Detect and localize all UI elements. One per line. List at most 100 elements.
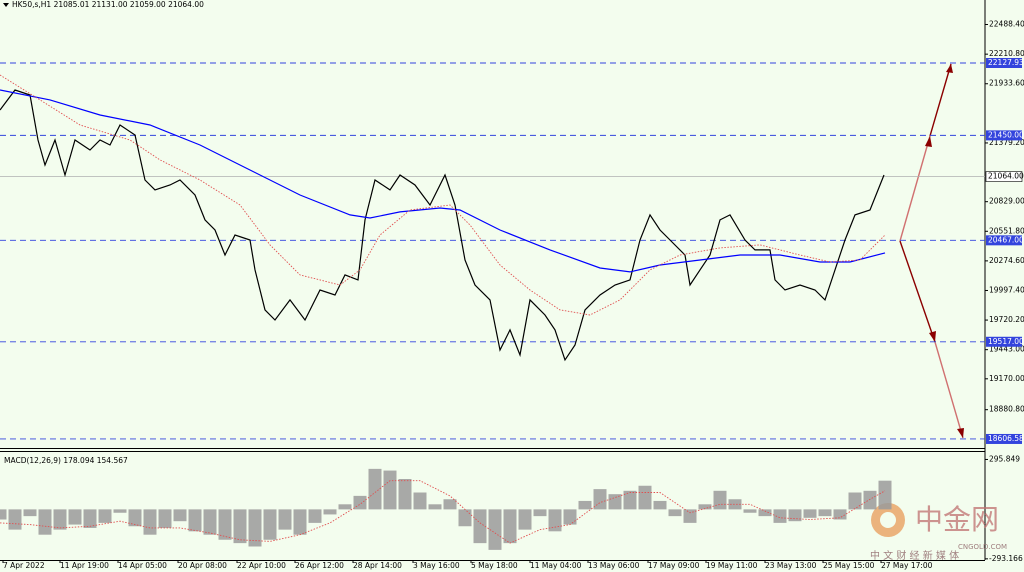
arrow-head (929, 331, 936, 342)
macd-bar (338, 504, 352, 510)
level-label-box (986, 235, 1022, 246)
y-tick-label: 21379.20 (989, 138, 1024, 147)
arrow-head (946, 64, 953, 73)
macd-bar (473, 509, 487, 544)
x-tick-label: 20 Apr 08:00 (178, 561, 227, 570)
level-label-box (986, 130, 1022, 141)
macd-bar (353, 495, 367, 510)
x-tick-label: 14 Apr 05:00 (118, 561, 167, 570)
arrow-segment (899, 135, 931, 242)
macd-bar (503, 509, 517, 544)
macd-bar (113, 509, 127, 513)
x-tick-label: 7 Apr 2022 (3, 561, 45, 570)
x-tick-label: 19 May 11:00 (706, 561, 758, 570)
macd-bar (23, 509, 37, 517)
x-tick-label: 27 May 17:00 (881, 561, 933, 570)
macd-bar (668, 509, 682, 517)
arrow-segment (929, 63, 952, 137)
watermark-logo (880, 512, 896, 528)
macd-bar (713, 490, 727, 510)
level-label-box (986, 433, 1022, 444)
last-price-label: 21064.00 (988, 172, 1024, 181)
macd-bar (233, 509, 247, 544)
y-tick-label: 19997.40 (989, 285, 1024, 294)
macd-bar (143, 509, 157, 535)
macd-bar (728, 499, 742, 510)
macd-title: MACD(12,26,9) 178.094 154.567 (4, 456, 128, 465)
macd-bar (413, 492, 427, 510)
price-line (0, 89, 885, 362)
arrow-segment (934, 341, 964, 439)
macd-bar (698, 504, 712, 510)
last-price-box (985, 171, 1023, 182)
macd-bar (38, 509, 52, 535)
macd-bar (638, 485, 652, 510)
macd-bar (83, 509, 97, 528)
macd-bar (788, 509, 802, 522)
macd-bar (848, 492, 862, 510)
macd-bar (593, 489, 607, 510)
macd-bar (623, 490, 637, 510)
macd-bar (173, 509, 187, 522)
macd-bar (488, 509, 502, 550)
macd-bar (803, 509, 817, 518)
x-tick-label: 23 May 13:00 (765, 561, 817, 570)
level-label-box (986, 336, 1022, 347)
x-tick-label: 25 May 15:00 (823, 561, 875, 570)
macd-bar (128, 509, 142, 527)
menu-arrow (3, 3, 9, 7)
macd-bar (518, 509, 532, 530)
signal-line (0, 480, 886, 544)
macd-bar (368, 468, 382, 510)
macd-bar (878, 480, 892, 510)
macd-bar (383, 470, 397, 510)
macd-bar (293, 509, 307, 535)
y-tick-label: 295.849 (989, 454, 1020, 463)
x-tick-label: 28 Apr 14:00 (353, 561, 402, 570)
macd-bar (548, 509, 562, 532)
level-label: 19517.00 (988, 337, 1024, 346)
y-tick-label: 21933.60 (989, 79, 1024, 88)
macd-bar (833, 509, 847, 520)
x-tick-label: 26 Apr 12:00 (295, 561, 344, 570)
price-line (0, 89, 886, 273)
x-tick-label: 17 May 09:00 (648, 561, 700, 570)
macd-bar (53, 509, 67, 530)
x-tick-label: 11 May 04:00 (530, 561, 582, 570)
arrow-segment (899, 240, 936, 343)
y-tick-label: 19720.20 (989, 315, 1024, 324)
x-tick-label: 22 Apr 10:00 (237, 561, 286, 570)
macd-bar (773, 509, 787, 523)
watermark-brand: 中金网 (915, 503, 999, 536)
level-label: 21450.00 (988, 130, 1024, 139)
chart-title: HK50,s,H1 21085.01 21131.00 21059.00 210… (12, 0, 204, 9)
macd-bar (428, 504, 442, 510)
macd-bar (533, 509, 547, 517)
macd-bar (278, 509, 292, 530)
arrow-head (925, 136, 932, 147)
macd-bar (758, 509, 772, 517)
macd-bar (863, 490, 877, 510)
macd-bar (188, 509, 202, 532)
y-tick-label: -293.166 (989, 554, 1023, 563)
macd-bar (248, 509, 262, 547)
macd-bar (8, 509, 22, 530)
level-label-box (986, 58, 1022, 69)
macd-bar (443, 499, 457, 510)
macd-bar (743, 509, 757, 513)
level-label: 22127.93 (988, 58, 1024, 67)
y-tick-label: 22488.40 (989, 20, 1024, 29)
y-tick-label: 20274.60 (989, 256, 1024, 265)
macd-bar (818, 509, 832, 517)
watermark-slogan: 中 文 财 经 新 媒 体 (870, 549, 959, 562)
y-tick-label: 20829.00 (989, 197, 1024, 206)
arrow-head (957, 428, 964, 438)
macd-bar (0, 509, 7, 520)
macd-bar (398, 479, 412, 510)
macd-bar (218, 509, 232, 540)
y-tick-label: 19170.00 (989, 374, 1024, 383)
y-tick-label: 19443.00 (989, 345, 1024, 354)
macd-bar (158, 509, 172, 528)
